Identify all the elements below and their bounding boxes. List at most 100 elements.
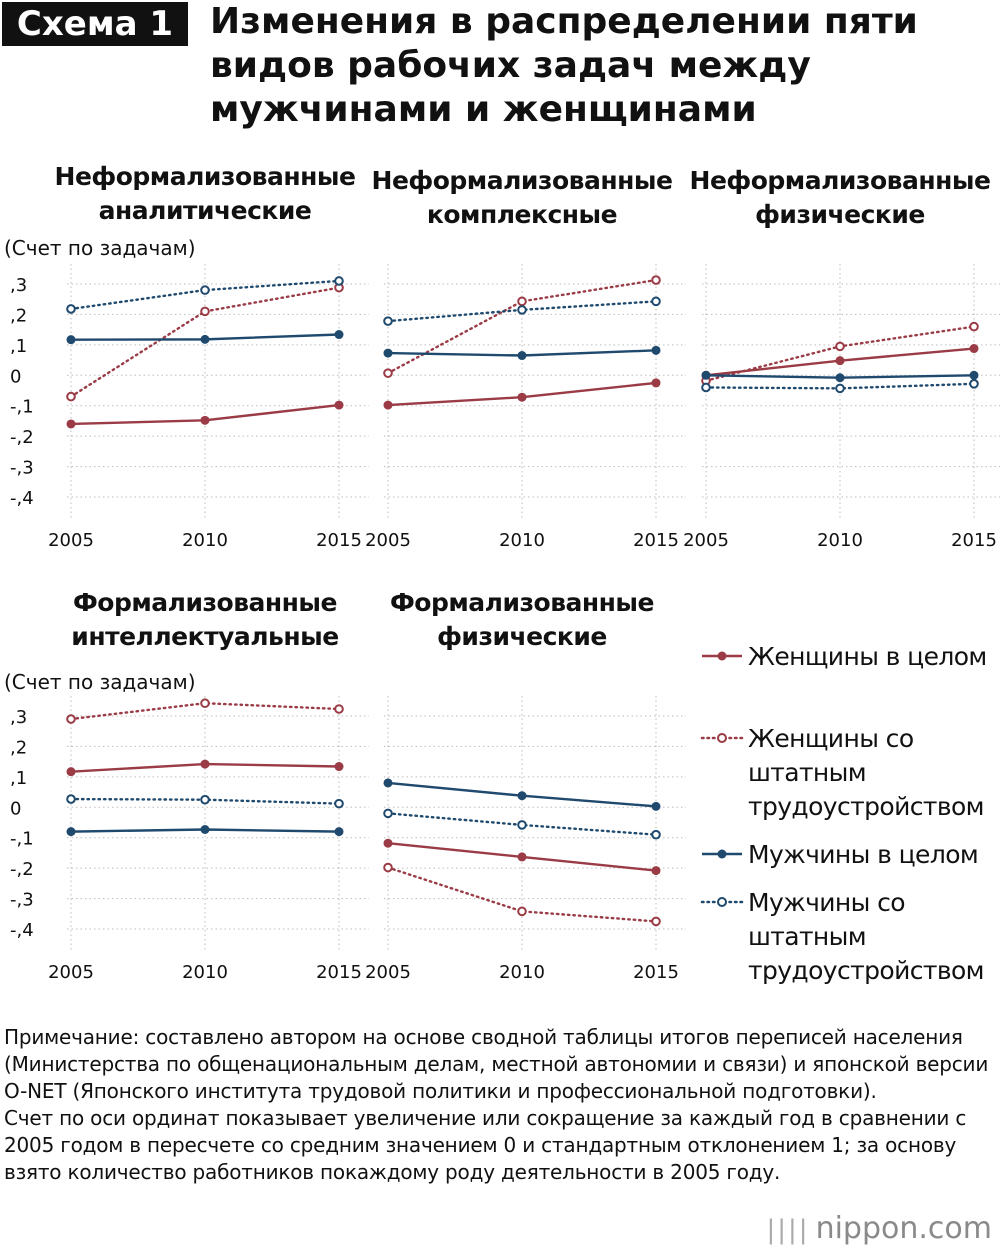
data-point [334, 798, 344, 809]
y-tick-label: -,1 [10, 397, 34, 418]
x-tick-label: 2010 [499, 530, 545, 551]
data-point [66, 767, 76, 777]
data-point [651, 275, 661, 285]
footnote-source: Примечание: составлено автором на основе… [4, 1025, 989, 1103]
data-point [969, 370, 979, 380]
brand-name: nippon.com [815, 1211, 992, 1246]
y-tick-label: 0 [10, 798, 21, 819]
panel-title-line: Неформализованные [689, 166, 991, 195]
panel-title-3: Неформализованные физические [680, 164, 1000, 232]
y-tick-label: ,1 [10, 768, 27, 789]
panel-title-line: Неформализованные [371, 166, 673, 195]
y-tick-label: ,2 [10, 737, 27, 758]
y-axis-caption-bottom: (Счет по задачам) [4, 670, 196, 694]
data-point [200, 698, 210, 709]
brand-logo: |||| nippon.com [767, 1211, 992, 1246]
panel-title-line: Неформализованные [54, 162, 356, 191]
series-line-4 [69, 279, 341, 311]
data-point [651, 345, 661, 355]
series-line-2 [69, 702, 341, 721]
panel-title-5: Формализованные физические [362, 586, 682, 654]
data-point [383, 348, 393, 358]
data-point [651, 916, 661, 927]
data-point [66, 419, 76, 429]
data-point [517, 906, 527, 917]
x-tick-label: 2015 [316, 962, 362, 983]
series-line-2 [386, 866, 658, 923]
data-point [200, 415, 210, 425]
data-point [334, 330, 344, 340]
x-tick-label: 2005 [365, 530, 411, 551]
legend-label-men-total: Мужчины в целом [748, 840, 979, 869]
legend-swatch-women-total [702, 651, 742, 661]
y-tick-label: -,2 [10, 859, 34, 880]
data-point [334, 276, 344, 286]
data-point [66, 827, 76, 837]
legend-label-men-regular: Мужчины со штатным трудоустройством [748, 888, 985, 985]
panel-title-line: интеллектуальные [71, 622, 339, 651]
panel-title-line: комплексные [426, 200, 618, 229]
data-point [66, 714, 76, 724]
data-point [835, 341, 845, 352]
legend-swatch-men-regular [700, 897, 744, 907]
data-point [66, 304, 76, 314]
data-point [517, 791, 527, 801]
data-point [517, 392, 527, 402]
panel-title-1: Неформализованные аналитические [45, 160, 365, 228]
data-point [334, 827, 344, 837]
data-point [651, 866, 661, 876]
legend-label-women-total: Женщины в целом [748, 642, 987, 671]
data-point [66, 794, 76, 804]
y-tick-label: ,1 [10, 336, 27, 357]
data-point [383, 808, 393, 819]
series-line-2 [386, 278, 658, 375]
brand-bars-icon: |||| [766, 1215, 810, 1245]
data-point [969, 321, 979, 332]
data-point [651, 829, 661, 840]
y-tick-label: ,2 [10, 305, 27, 326]
data-point [517, 852, 527, 862]
y-tick-label: -,2 [10, 427, 34, 448]
data-point [200, 334, 210, 344]
data-point [835, 373, 845, 383]
x-tick-label: 2005 [365, 962, 411, 983]
y-tick-label: -,3 [10, 890, 34, 911]
data-point [200, 794, 210, 805]
x-tick-label: 2015 [633, 962, 679, 983]
x-tick-label: 2010 [499, 962, 545, 983]
data-point [969, 344, 979, 354]
footnote-method: Счет по оси ординат показывает увеличени… [4, 1106, 967, 1184]
y-tick-label: -,4 [10, 920, 34, 941]
legend-label-women-regular: Женщины со штатным трудоустройством [748, 724, 985, 821]
data-point [334, 762, 344, 772]
data-point [334, 400, 344, 410]
data-point [701, 382, 711, 393]
data-point [517, 820, 527, 830]
data-point [517, 351, 527, 361]
x-tick-label: 2005 [48, 962, 94, 983]
y-tick-label: ,3 [10, 275, 27, 296]
data-point [969, 379, 979, 389]
legend-swatch-women-regular [700, 733, 744, 743]
data-point [66, 335, 76, 345]
panel-title-2: Неформализованные комплексные [362, 164, 682, 232]
panel-title-line: Формализованные [390, 588, 655, 617]
figure-badge: Схема 1 [2, 2, 188, 46]
y-tick-label: -,3 [10, 458, 34, 479]
data-point [383, 316, 393, 326]
x-tick-label: 2005 [683, 530, 729, 551]
x-tick-label: 2010 [182, 530, 228, 551]
data-point [517, 296, 527, 307]
x-tick-label: 2005 [48, 530, 94, 551]
x-tick-label: 2015 [316, 530, 362, 551]
data-point [701, 370, 711, 380]
data-point [334, 704, 344, 714]
data-point [517, 305, 527, 315]
y-tick-label: -,4 [10, 488, 34, 509]
data-point [835, 356, 845, 366]
x-tick-label: 2010 [182, 962, 228, 983]
x-tick-label: 2015 [951, 530, 997, 551]
data-point [651, 801, 661, 811]
data-point [651, 378, 661, 388]
